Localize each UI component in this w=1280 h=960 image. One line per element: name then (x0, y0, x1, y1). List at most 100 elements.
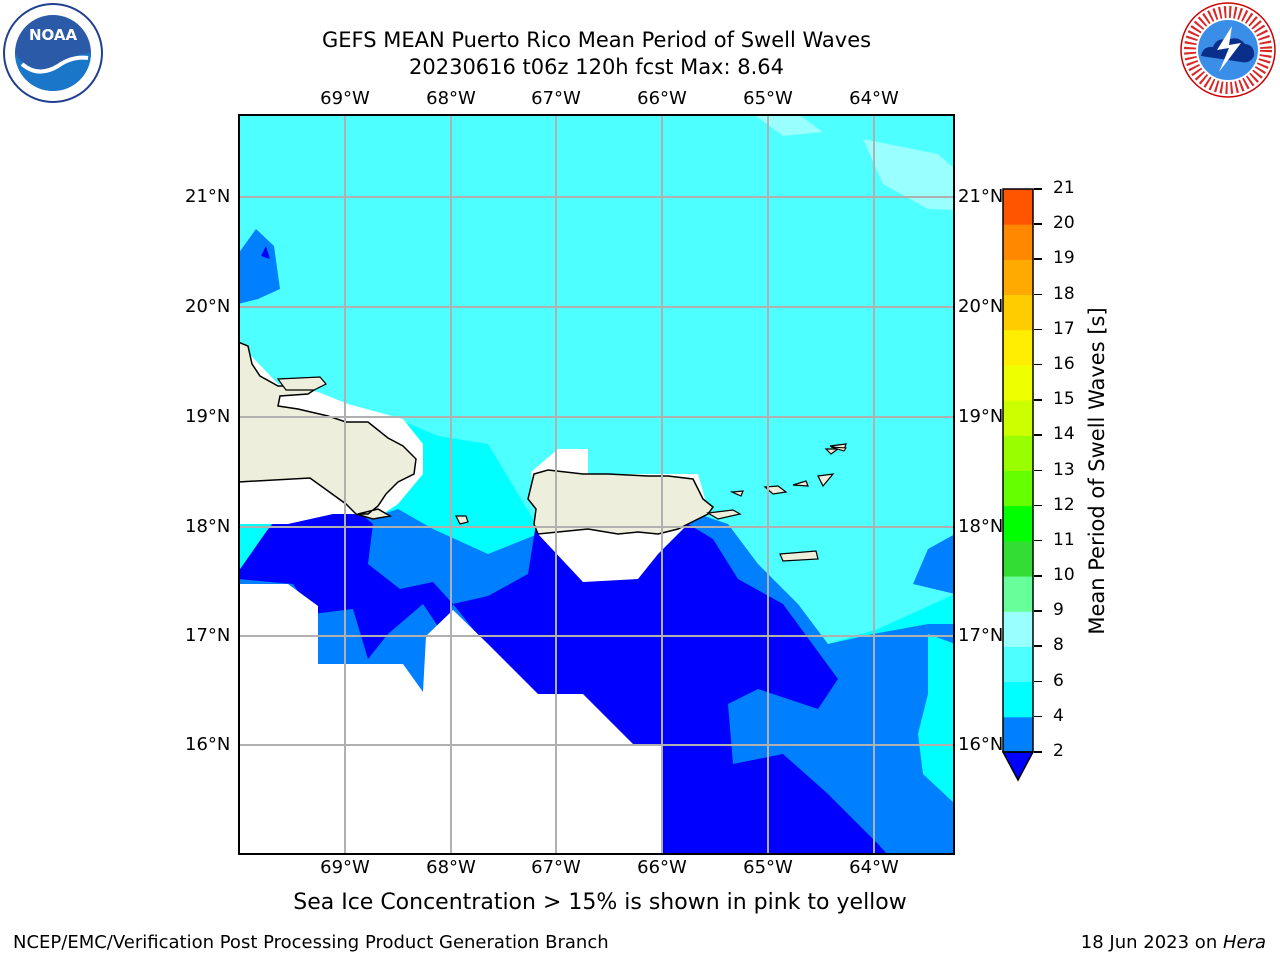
land-puerto-rico (527, 469, 715, 535)
colorbar-tick-label: 16 (1053, 353, 1075, 374)
colorbar-tick-label: 2 (1053, 741, 1064, 761)
lat-label-right: 20°N (958, 296, 1004, 317)
colorbar-segment (1003, 646, 1033, 683)
colorbar (1001, 188, 1035, 782)
lat-label-left: 21°N (185, 186, 231, 207)
lat-label-left: 16°N (185, 734, 231, 755)
land-tortuga (276, 376, 327, 391)
colorbar-tick-mark (1034, 645, 1042, 647)
chart-title: GEFS MEAN Puerto Rico Mean Period of Swe… (321, 28, 872, 52)
colorbar-tick-mark (1034, 610, 1042, 612)
colorbar-tick-label: 10 (1053, 565, 1075, 586)
lon-label-bottom: 67°W (531, 857, 581, 878)
colorbar-segment (1003, 716, 1033, 753)
noaa-logo-text: NOAA (29, 26, 78, 44)
colorbar-tick-label: 17 (1053, 318, 1075, 339)
lat-label-right: 17°N (958, 625, 1004, 646)
colorbar-segment (1003, 294, 1033, 331)
lon-label-bottom: 68°W (426, 857, 476, 878)
colorbar-under-triangle (1001, 751, 1035, 782)
lon-label-bottom: 64°W (849, 857, 899, 878)
colorbar-tick-mark (1034, 504, 1042, 507)
graticule (238, 114, 955, 855)
chart-subtitle: 20230616 t06z 120h fcst Max: 8.64 (409, 55, 784, 79)
colorbar-segment (1003, 189, 1033, 225)
lat-label-left: 18°N (185, 516, 231, 537)
colorbar-tick-label: 19 (1053, 248, 1075, 269)
lat-label-right: 16°N (958, 734, 1004, 755)
nws-logo (1177, 0, 1279, 104)
colorbar-tick-mark (1034, 680, 1042, 683)
colorbar-tick-label: 4 (1053, 705, 1064, 726)
colorbar-tick-mark (1034, 399, 1042, 401)
land-virgin-islands (763, 473, 835, 495)
lat-label-left: 19°N (185, 406, 231, 427)
land-vieques (706, 509, 742, 520)
lon-label-top: 68°W (426, 88, 476, 109)
contour-band-8-10-b (863, 139, 955, 210)
colorbar-tick-mark (1034, 715, 1042, 718)
land-culebra (729, 490, 744, 497)
colorbar-tick-mark (1034, 293, 1042, 296)
colorbar-segment (1003, 364, 1033, 401)
lon-label-top: 67°W (531, 88, 581, 109)
colorbar-tick-label: 18 (1053, 283, 1075, 304)
colorbar-segment (1003, 505, 1033, 542)
lon-label-top: 65°W (743, 88, 793, 109)
sea-ice-note-text: Sea Ice Concentration > 15% is shown in … (293, 890, 907, 915)
colorbar-tick-mark (1034, 223, 1042, 225)
colorbar-tick-label: 9 (1053, 600, 1064, 621)
lon-label-bottom: 66°W (637, 857, 687, 878)
lat-label-right: 19°N (958, 406, 1004, 427)
lat-label-right: 18°N (958, 516, 1004, 537)
contour-band-2-4-east (913, 534, 955, 594)
colorbar-tick-mark (1034, 575, 1042, 577)
colorbar-segment (1003, 576, 1033, 612)
colorbar-tick-mark (1034, 539, 1042, 542)
lat-label-left: 17°N (185, 625, 231, 646)
colorbar-tick-mark (1034, 434, 1042, 436)
colorbar-title: Mean Period of Swell Waves [s] (1085, 307, 1109, 635)
lon-label-bottom: 65°W (743, 857, 793, 878)
noaa-logo: NOAA (2, 2, 104, 108)
land-st-croix (779, 550, 819, 562)
colorbar-tick-label: 12 (1053, 494, 1075, 515)
colorbar-tick-label: 20 (1053, 213, 1075, 234)
contour-band-4-6-east (918, 634, 955, 804)
contour-band-lt2-nw (261, 246, 270, 259)
colorbar-tick-label: 13 (1053, 459, 1075, 480)
colorbar-tick-mark (1034, 258, 1042, 260)
colorbar-tick-mark (1034, 188, 1042, 190)
colorbar-tick-label: 15 (1053, 389, 1075, 410)
land-mona-island (455, 515, 469, 525)
colorbar-tick-mark (1034, 363, 1042, 366)
colorbar-segment (1003, 540, 1033, 577)
colorbar-segment (1003, 400, 1033, 436)
colorbar-segment (1003, 329, 1033, 366)
swell-period-map (238, 114, 955, 855)
colorbar-tick-mark (1034, 469, 1042, 471)
lat-label-right: 21°N (958, 186, 1004, 207)
footer-credit: NCEP/EMC/Verification Post Processing Pr… (13, 932, 609, 953)
colorbar-tick-label: 8 (1053, 635, 1064, 656)
colorbar-segment (1003, 435, 1033, 471)
contour-band-lt2-south (238, 499, 888, 855)
map-frame (238, 114, 955, 855)
lon-label-bottom: 69°W (320, 857, 370, 878)
lat-label-left: 20°N (185, 296, 231, 317)
contour-band-8-10-a (753, 114, 823, 136)
sea-ice-note: Sea Ice Concentration > 15% is shown in … (0, 890, 1280, 915)
colorbar-segment (1003, 611, 1033, 647)
contour-band-2-4-nw (238, 229, 280, 304)
colorbar-tick-mark (1034, 751, 1042, 753)
colorbar-segment (1003, 224, 1033, 260)
footer-date: 18 Jun 2023 on Hera (1081, 932, 1266, 953)
colorbar-tick-label: 6 (1053, 670, 1064, 691)
colorbar-frame (1002, 188, 1034, 753)
lon-label-top: 69°W (320, 88, 370, 109)
colorbar-tick-mark (1034, 328, 1042, 331)
land-small-island (830, 446, 847, 452)
footer-host: Hera (1222, 932, 1266, 953)
colorbar-tick-label: 11 (1053, 529, 1075, 550)
footer-date-text: 18 Jun 2023 on (1080, 932, 1223, 953)
